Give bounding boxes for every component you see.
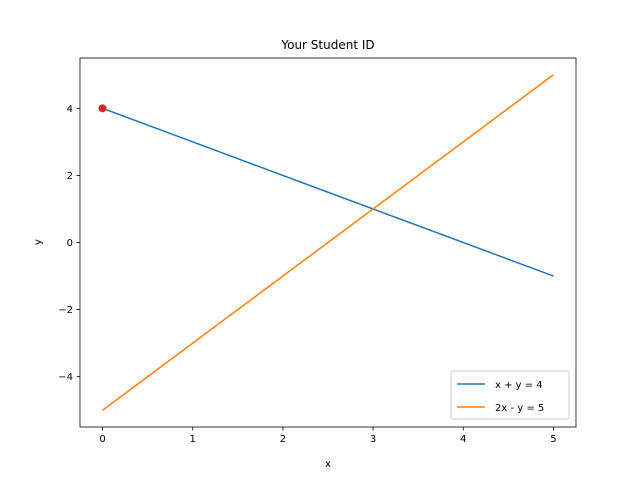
- y-tick-label: 2: [67, 171, 73, 182]
- y-axis-label: y: [33, 239, 44, 245]
- x-tick-label: 2: [280, 434, 286, 445]
- x-tick-label: 3: [370, 434, 376, 445]
- y-tick-label: −2: [58, 305, 73, 316]
- marker-point-0: [98, 104, 107, 113]
- x-tick-label: 0: [99, 434, 105, 445]
- x-tick-label: 1: [190, 434, 196, 445]
- x-tick-label: 4: [460, 434, 466, 445]
- series-line-1: [102, 74, 554, 411]
- y-axis: −4 −2 0 2 4: [58, 104, 80, 383]
- x-tick-label: 5: [550, 434, 556, 445]
- legend-label-2x-minus-y: 2x - y = 5: [495, 403, 544, 414]
- x-axis-label: x: [325, 459, 331, 470]
- legend: x + y = 4 2x - y = 5: [450, 370, 570, 420]
- legend-label-x-plus-y: x + y = 4: [495, 380, 543, 391]
- y-tick-label: 4: [67, 104, 73, 115]
- y-tick-label: 0: [67, 238, 73, 249]
- chart-title: Your Student ID: [280, 38, 374, 52]
- series-line-0: [102, 107, 554, 277]
- plot-area: [98, 74, 554, 411]
- y-tick-label: −4: [58, 372, 73, 383]
- x-axis: 0 1 2 3 4 5: [99, 427, 557, 445]
